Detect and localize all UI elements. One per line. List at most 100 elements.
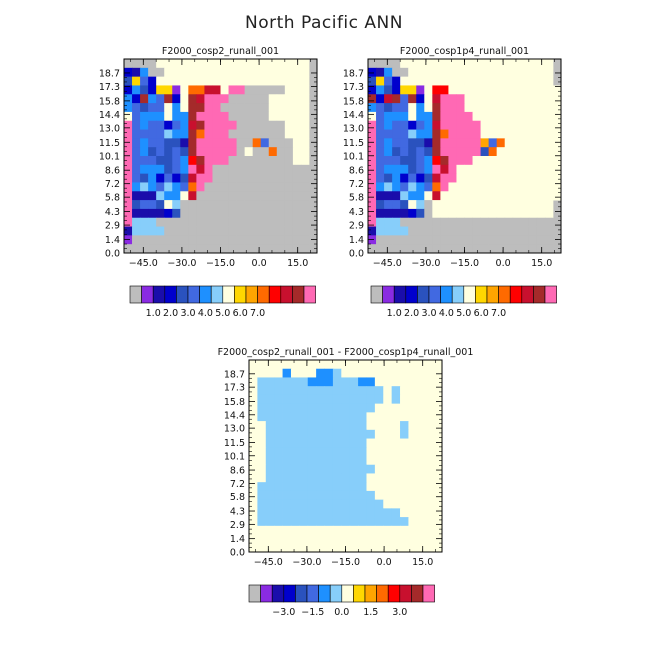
heatmap-cell <box>368 217 377 227</box>
heatmap-cell <box>276 59 286 69</box>
heatmap-cell <box>148 200 157 210</box>
heatmap-cell <box>472 217 481 227</box>
heatmap-cell <box>140 191 149 201</box>
colorbar-box <box>248 584 261 603</box>
heatmap-cell <box>236 138 246 148</box>
heatmap-cell <box>456 200 465 210</box>
heatmap-cell <box>383 421 393 431</box>
heatmap-cell <box>284 111 294 122</box>
heatmap-cell <box>528 244 538 254</box>
heatmap-cell <box>324 421 334 431</box>
heatmap-cell <box>260 235 270 245</box>
heatmap-cell <box>188 129 197 139</box>
heatmap-cell <box>292 129 302 139</box>
y-tick-label: 0.0 <box>105 249 120 260</box>
heatmap-cell <box>228 244 237 254</box>
heatmap-cell <box>204 217 213 227</box>
heatmap-cell <box>196 191 205 201</box>
x-tick-label: −30.0 <box>292 557 321 568</box>
heatmap-cell <box>282 543 292 553</box>
heatmap-cell <box>544 173 554 183</box>
heatmap-cell <box>268 164 278 175</box>
heatmap-cell <box>132 208 141 219</box>
heatmap-cell <box>464 129 473 139</box>
heatmap-cell <box>552 85 562 95</box>
heatmap-cell <box>228 208 237 219</box>
heatmap-cell <box>220 120 229 130</box>
heatmap-cell <box>236 244 246 254</box>
colorbar-label: 2.0 <box>404 308 419 319</box>
heatmap-cell <box>424 76 433 86</box>
heatmap-cell <box>316 368 325 378</box>
colorbar-box <box>306 584 319 603</box>
heatmap-cell <box>284 67 294 78</box>
heatmap-cell <box>124 120 133 130</box>
heatmap-cell <box>400 412 409 422</box>
heatmap-cell <box>504 76 514 86</box>
heatmap-cell <box>316 377 325 387</box>
heatmap-cell <box>416 94 425 104</box>
heatmap-cell <box>249 412 258 422</box>
heatmap-cell <box>164 59 173 69</box>
heatmap-cell <box>180 94 189 104</box>
heatmap-cell <box>392 147 401 157</box>
heatmap-cell <box>416 403 426 413</box>
heatmap-cell <box>358 386 367 396</box>
heatmap-cell <box>124 103 133 113</box>
heatmap-cell <box>290 525 300 535</box>
heatmap-cell <box>432 208 441 219</box>
heatmap-cell <box>544 191 554 201</box>
heatmap-cell <box>520 244 530 254</box>
heatmap-cell <box>425 517 435 527</box>
y-tick-label: 14.4 <box>343 110 364 121</box>
heatmap-cell <box>282 421 292 431</box>
heatmap-cell <box>374 508 384 518</box>
heatmap-cell <box>366 412 376 422</box>
heatmap-cell <box>268 120 278 130</box>
heatmap-cell <box>132 226 141 236</box>
heatmap-cell <box>440 156 449 166</box>
heatmap-cell <box>464 147 473 157</box>
heatmap-cell <box>433 386 443 396</box>
heatmap-cell <box>448 76 457 86</box>
x-tick-label: −30.0 <box>411 258 440 269</box>
heatmap-cell <box>268 173 278 183</box>
y-tick-label: 15.8 <box>224 397 245 408</box>
x-tick-label: 0.0 <box>496 258 511 269</box>
heatmap-cell <box>366 499 376 509</box>
heatmap-cell <box>140 208 149 219</box>
heatmap-cell <box>496 120 506 130</box>
heatmap-cell <box>228 138 237 148</box>
heatmap-cell <box>196 85 205 95</box>
heatmap-cell <box>349 429 359 439</box>
heatmap-cell <box>268 103 278 113</box>
heatmap-cell <box>392 182 401 192</box>
heatmap-cell <box>472 111 481 122</box>
heatmap-cell <box>425 473 435 483</box>
heatmap-cell <box>316 438 325 448</box>
heatmap-cell <box>440 85 449 95</box>
heatmap-cell <box>374 403 384 413</box>
heatmap-cell <box>416 499 426 509</box>
colorbar-box <box>329 584 343 603</box>
heatmap-cell <box>236 226 246 236</box>
heatmap-cell <box>244 76 254 86</box>
heatmap-cell <box>504 244 514 254</box>
heatmap-cell <box>180 85 189 95</box>
heatmap-cell <box>552 173 562 183</box>
heatmap-cell <box>358 543 367 553</box>
heatmap-cell <box>300 76 310 86</box>
heatmap-cell <box>552 94 562 104</box>
heatmap-cell <box>472 191 481 201</box>
heatmap-cell <box>408 244 417 254</box>
heatmap-cell <box>496 111 506 122</box>
heatmap-cell <box>349 386 359 396</box>
heatmap-cell <box>324 412 334 422</box>
heatmap-cell <box>544 182 554 192</box>
heatmap-cell <box>552 147 562 157</box>
heatmap-cell <box>358 482 367 492</box>
heatmap-cell <box>284 103 294 113</box>
x-tick-label: −45.0 <box>373 258 402 269</box>
heatmap-cell <box>307 499 317 509</box>
heatmap-cell <box>536 235 546 245</box>
